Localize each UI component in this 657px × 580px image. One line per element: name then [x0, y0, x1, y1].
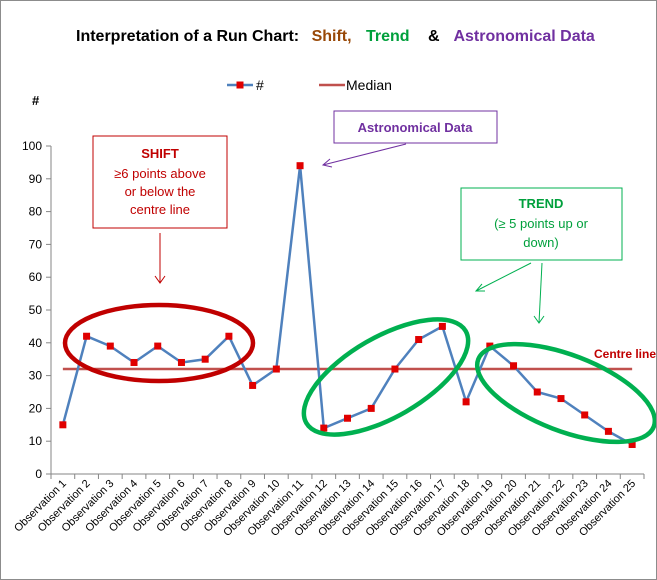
trend-callout: TREND (≥ 5 points up or down): [460, 187, 623, 324]
astro-callout: Astronomical Data: [321, 110, 498, 168]
trend-callout-line-2: down): [523, 235, 558, 250]
y-ticks: 0 10 20 30 40 50 60 70 80 90 100: [22, 139, 51, 481]
data-point: [510, 362, 518, 370]
trend-arrows: [474, 262, 545, 324]
trend-ellipse-down: [474, 341, 656, 445]
data-point: [415, 336, 423, 344]
chart-title: Interpretation of a Run Chart: Shift, Tr…: [76, 28, 595, 45]
data-point: [367, 404, 375, 412]
trend-callout-title: TREND: [519, 196, 564, 211]
y-tick-label: 20: [29, 401, 43, 415]
data-point: [154, 342, 162, 350]
trend-callout-line-1: (≥ 5 points up or: [494, 216, 589, 231]
data-point: [320, 424, 328, 432]
legend: # Median: [227, 77, 392, 93]
trend-ellipse-up: [301, 317, 471, 437]
shift-callout-line-1: ≥6 points above: [114, 166, 206, 181]
data-point: [272, 365, 280, 373]
astro-arrow: [321, 143, 407, 168]
y-axis-label: #: [32, 93, 40, 108]
data-point: [604, 427, 612, 435]
centre-line-label: Centre line: [594, 347, 656, 361]
data-point: [462, 398, 470, 406]
data-point: [177, 358, 185, 366]
data-point: [201, 355, 209, 363]
data-point: [557, 395, 565, 403]
data-point: [225, 332, 233, 340]
data-point: [296, 162, 304, 170]
y-tick-label: 70: [29, 237, 43, 251]
data-point: [533, 388, 541, 396]
y-tick-label: 60: [29, 270, 43, 284]
data-point: [106, 342, 114, 350]
data-point: [130, 358, 138, 366]
title-shift: Shift,: [312, 28, 352, 45]
shift-ellipse: [62, 302, 256, 384]
data-point: [249, 381, 257, 389]
data-point: [581, 411, 589, 419]
shift-callout-line-3: centre line: [130, 202, 190, 217]
y-tick-label: 0: [35, 467, 42, 481]
y-tick-label: 90: [29, 172, 43, 186]
y-tick-label: 40: [29, 336, 43, 350]
legend-series-label: #: [256, 77, 264, 93]
shift-callout-title: SHIFT: [141, 146, 179, 161]
data-point: [438, 322, 446, 330]
shift-arrow: [154, 233, 166, 284]
title-prefix: Interpretation of a Run Chart:: [76, 28, 299, 45]
title-amp: &: [428, 28, 440, 45]
astro-callout-label: Astronomical Data: [358, 120, 474, 135]
shift-callout-line-2: or below the: [125, 184, 196, 199]
legend-series-marker: [227, 81, 253, 89]
legend-median-label: Median: [346, 77, 392, 93]
data-point: [59, 421, 67, 429]
data-point: [83, 332, 91, 340]
observation-series: [59, 162, 636, 448]
y-tick-label: 100: [22, 139, 42, 153]
data-point: [344, 414, 351, 422]
y-tick-label: 30: [29, 369, 43, 383]
title-astro: Astronomical Data: [453, 28, 594, 45]
data-point: [628, 440, 636, 448]
data-point: [391, 365, 399, 373]
title-trend: Trend: [366, 28, 410, 45]
y-tick-label: 10: [29, 434, 43, 448]
x-ticks: [50, 474, 645, 479]
y-tick-label: 80: [29, 205, 43, 219]
y-tick-label: 50: [29, 303, 43, 317]
shift-callout: SHIFT ≥6 points above or below the centr…: [92, 135, 228, 284]
